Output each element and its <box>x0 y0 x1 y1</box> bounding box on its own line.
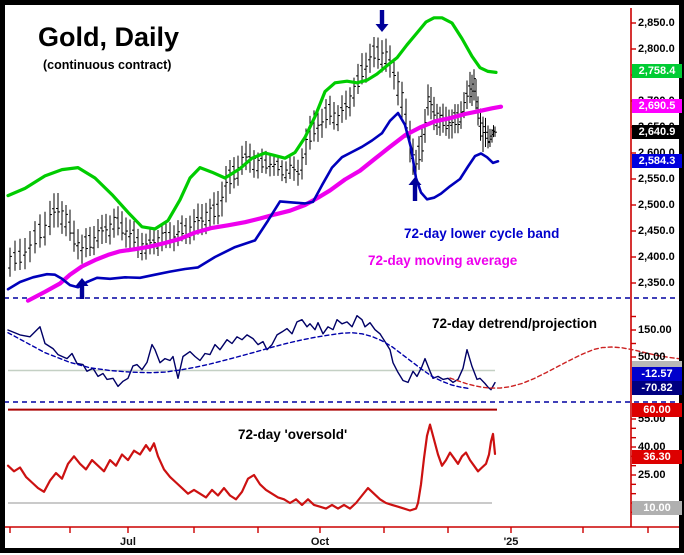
y-axis-value-badge: -12.57 <box>632 367 682 381</box>
y-axis-value-badge: 60.00 <box>632 403 682 417</box>
y-axis-label-oversold: 25.00 <box>638 469 666 481</box>
y-axis-value-badge: 2,758.4 <box>632 64 682 78</box>
y-axis-value-badge: 10.00 <box>632 501 682 515</box>
y-axis-label-price: 2,850.0 <box>638 17 675 29</box>
y-axis-value-badge: 36.30 <box>632 450 682 464</box>
annotation-oversold: 72-day 'oversold' <box>238 427 348 442</box>
page-title: Gold, Daily <box>38 22 180 52</box>
annotation-moving-average: 72-day moving average <box>368 253 518 268</box>
y-axis-value-badge: 2,584.3 <box>632 154 682 168</box>
y-axis-value-badge: 2,690.5 <box>632 99 682 113</box>
page-subtitle: (continuous contract) <box>43 58 172 72</box>
y-axis-label-price: 2,800.0 <box>638 43 675 55</box>
y-axis-label-price: 2,500.0 <box>638 199 675 211</box>
x-axis-label: Jul <box>120 536 136 548</box>
y-axis-value-badge: -70.82 <box>632 381 682 395</box>
y-axis-label-price: 2,350.0 <box>638 277 675 289</box>
y-axis-label-detrend: 150.00 <box>638 324 672 336</box>
x-axis-label: '25 <box>503 536 519 548</box>
y-axis-label-detrend: 50.00 <box>638 351 666 363</box>
partially-hidden-badge <box>632 361 682 369</box>
y-axis-label-price: 2,450.0 <box>638 225 675 237</box>
annotation-lower-cycle-band: 72-day lower cycle band <box>404 226 560 241</box>
y-axis-label-price: 2,400.0 <box>638 251 675 263</box>
annotation-detrend-projection: 72-day detrend/projection <box>432 316 598 331</box>
x-axis-label: Oct <box>310 536 330 548</box>
y-axis-value-badge: 2,640.9 <box>632 125 682 139</box>
y-axis-label-price: 2,550.0 <box>638 173 675 185</box>
